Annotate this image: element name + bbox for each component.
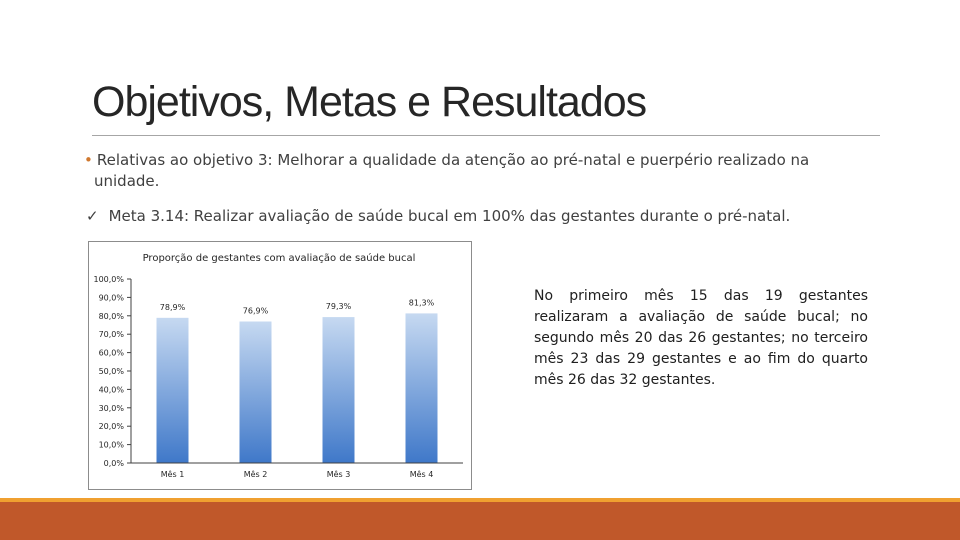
y-tick-label: 10,0% [99,441,125,450]
title-divider [92,135,880,136]
x-tick-label: Mês 3 [327,469,351,479]
y-tick-label: 80,0% [99,312,125,321]
y-tick-label: 20,0% [99,422,125,431]
bar-1 [156,317,189,463]
bar-3 [322,317,355,463]
y-tick-label: 0,0% [104,459,125,468]
slide-title: Objetivos, Metas e Resultados [92,78,647,126]
y-tick-label: 30,0% [99,404,125,413]
bar-data-label: 78,9% [160,303,186,312]
objective-text-continued: unidade. [94,172,160,190]
y-tick-label: 40,0% [99,385,125,394]
footer-accent-line [0,498,960,502]
bar-chart-canvas: Proporção de gestantes com avaliação de … [93,252,463,479]
goal-item: ✓ Meta 3.14: Realizar avaliação de saúde … [86,206,906,227]
objective-text: Relativas ao objetivo 3: Melhorar a qual… [96,151,810,169]
bullet-icon: • [84,151,93,169]
bar-data-label: 81,3% [409,298,435,307]
objective-bullet: • Relativas ao objetivo 3: Melhorar a qua… [84,150,884,192]
bar-data-label: 79,3% [326,302,352,311]
x-tick-label: Mês 1 [161,469,185,479]
bar-data-label: 76,9% [243,307,269,316]
chart-title: Proporção de gestantes com avaliação de … [143,252,416,264]
checkmark-icon: ✓ [86,207,99,225]
y-tick-label: 70,0% [99,330,125,339]
bar-chart: Proporção de gestantes com avaliação de … [88,241,472,490]
bar-4 [405,313,438,463]
x-tick-label: Mês 4 [410,469,434,479]
goal-text: Meta 3.14: Realizar avaliação de saúde b… [108,207,791,225]
y-tick-label: 100,0% [93,275,124,284]
x-tick-label: Mês 2 [244,469,268,479]
footer-band [0,502,960,540]
bar-2 [239,321,272,463]
y-tick-label: 60,0% [99,349,125,358]
y-tick-label: 90,0% [99,293,125,302]
y-tick-label: 50,0% [99,367,125,376]
results-note: No primeiro mês 15 das 19 gestantes real… [534,288,868,388]
